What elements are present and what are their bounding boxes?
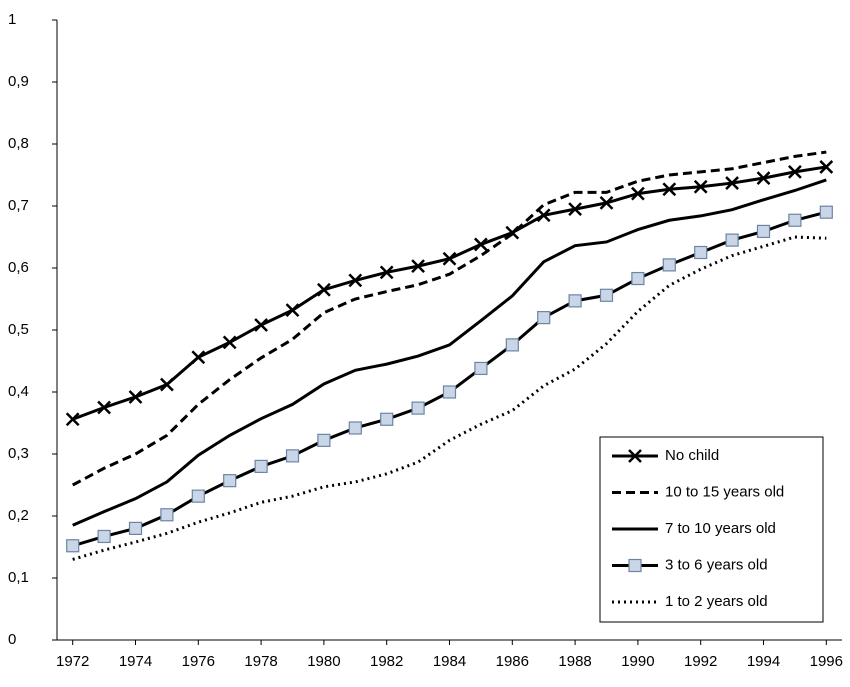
y-tick-label: 1 (8, 11, 16, 28)
legend-label: 10 to 15 years old (665, 483, 784, 500)
x-tick-label: 1976 (182, 653, 215, 670)
marker (65, 412, 80, 427)
marker (442, 385, 457, 399)
legend-marker (628, 558, 642, 573)
legend-label: No child (665, 447, 719, 464)
marker (97, 529, 111, 544)
marker (725, 176, 739, 190)
marker (191, 489, 205, 503)
marker (474, 361, 488, 376)
marker (568, 294, 582, 308)
y-tick-label: 0,7 (8, 197, 29, 214)
series-line (71, 150, 827, 487)
y-tick-label: 0,8 (8, 135, 29, 152)
x-tick-label: 1980 (307, 653, 340, 670)
marker (693, 179, 708, 194)
marker (599, 196, 614, 210)
legend-label: 7 to 10 years old (665, 520, 776, 537)
marker (411, 259, 425, 274)
marker (191, 350, 206, 365)
marker (411, 401, 425, 415)
marker (819, 160, 834, 174)
marker (128, 521, 143, 536)
marker (662, 258, 676, 272)
marker (725, 233, 739, 247)
y-tick-label: 0,6 (8, 259, 29, 276)
marker (348, 421, 362, 435)
marker (317, 433, 331, 447)
x-tick-label: 1974 (119, 653, 152, 670)
marker (505, 338, 519, 352)
marker (254, 318, 268, 332)
marker (285, 449, 300, 463)
series-line (72, 235, 827, 561)
x-tick-label: 1992 (684, 653, 717, 670)
y-tick-label: 0,2 (8, 507, 29, 524)
marker (66, 539, 80, 553)
marker (285, 303, 300, 318)
marker (474, 237, 488, 252)
marker (694, 245, 708, 260)
x-tick-label: 1984 (433, 653, 466, 670)
marker (537, 311, 551, 325)
marker (568, 202, 582, 216)
marker (756, 171, 771, 185)
y-tick-label: 0,5 (8, 321, 29, 338)
legend-marker (628, 449, 642, 463)
marker (631, 186, 645, 201)
x-tick-label: 1996 (810, 653, 843, 670)
x-tick-label: 1972 (56, 653, 89, 670)
marker (222, 335, 237, 350)
marker (128, 390, 143, 404)
x-tick-label: 1994 (747, 653, 780, 670)
marker (662, 182, 677, 197)
marker (160, 508, 174, 522)
marker (160, 377, 174, 392)
marker (788, 213, 802, 227)
marker (380, 412, 394, 426)
y-tick-label: 0,1 (8, 569, 29, 586)
marker (254, 459, 268, 473)
series-line (72, 178, 827, 527)
x-tick-label: 1990 (621, 653, 654, 670)
x-tick-label: 1988 (558, 653, 591, 670)
series-line (72, 165, 827, 421)
marker (819, 205, 833, 219)
y-tick-label: 0,3 (8, 445, 29, 462)
marker (223, 474, 237, 488)
x-tick-label: 1978 (244, 653, 277, 670)
marker (317, 282, 331, 297)
legend-label: 3 to 6 years old (665, 556, 768, 573)
marker (379, 265, 394, 280)
marker (97, 400, 111, 415)
y-tick-label: 0 (8, 631, 16, 648)
marker (348, 273, 363, 288)
marker (788, 165, 802, 179)
marker (631, 271, 645, 286)
x-tick-label: 1982 (370, 653, 403, 670)
y-tick-label: 0,4 (8, 383, 29, 400)
marker (756, 224, 771, 239)
marker (442, 251, 457, 266)
marker (536, 208, 551, 223)
x-tick-label: 1986 (496, 653, 529, 670)
y-tick-label: 0,9 (8, 73, 29, 90)
legend-label: 1 to 2 years old (665, 593, 768, 610)
marker (599, 288, 614, 302)
